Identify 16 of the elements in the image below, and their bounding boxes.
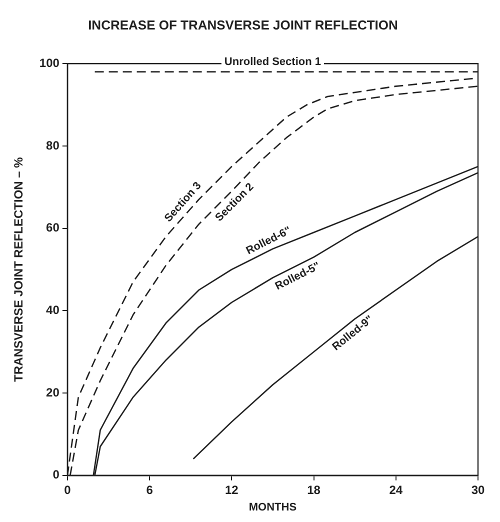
y-tick-label: 20: [46, 385, 60, 400]
y-tick-label: 40: [46, 302, 60, 317]
x-tick-label: 0: [64, 482, 72, 497]
y-axis-title: TRANSVERSE JOINT REFLECTION – %: [12, 156, 26, 382]
x-tick-label: 12: [224, 482, 239, 497]
y-tick-label: 60: [46, 220, 60, 235]
x-tick-label: 6: [146, 482, 154, 497]
chart-title: INCREASE OF TRANSVERSE JOINT REFLECTION: [88, 17, 398, 32]
series-label: Unrolled Section 1: [224, 56, 321, 68]
x-axis-title: MONTHS: [248, 501, 297, 514]
x-tick-label: 18: [307, 482, 321, 497]
y-tick-label: 0: [52, 468, 60, 482]
y-tick-label: 100: [39, 56, 60, 70]
x-tick-label: 30: [471, 482, 485, 497]
x-tick-label: 24: [389, 482, 403, 497]
y-tick-label: 80: [46, 138, 60, 152]
